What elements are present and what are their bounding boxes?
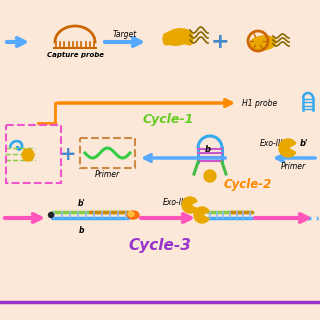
Circle shape <box>22 149 34 161</box>
Text: Exo-III: Exo-III <box>163 197 187 206</box>
Text: b': b' <box>300 139 308 148</box>
Circle shape <box>49 212 53 218</box>
Text: +: + <box>60 145 76 164</box>
Ellipse shape <box>127 211 139 219</box>
Ellipse shape <box>164 29 192 45</box>
Text: b: b <box>205 145 211 154</box>
Polygon shape <box>182 197 197 213</box>
Polygon shape <box>279 139 296 157</box>
Text: Exo-III: Exo-III <box>260 139 284 148</box>
Text: b: b <box>79 226 85 235</box>
Text: +: + <box>211 32 229 52</box>
Ellipse shape <box>128 212 134 217</box>
Text: H1 probe: H1 probe <box>242 99 277 108</box>
Text: Cycle-3: Cycle-3 <box>129 238 191 253</box>
Polygon shape <box>194 207 209 223</box>
Text: b': b' <box>78 199 86 208</box>
Text: Primer: Primer <box>94 170 120 179</box>
Text: Cycle-2: Cycle-2 <box>224 178 272 191</box>
Text: Target: Target <box>113 30 137 39</box>
Text: Primer: Primer <box>280 162 306 171</box>
Text: Cycle-1: Cycle-1 <box>142 113 194 126</box>
Circle shape <box>204 170 216 182</box>
Text: Capture probe: Capture probe <box>46 52 103 58</box>
Ellipse shape <box>250 36 276 50</box>
